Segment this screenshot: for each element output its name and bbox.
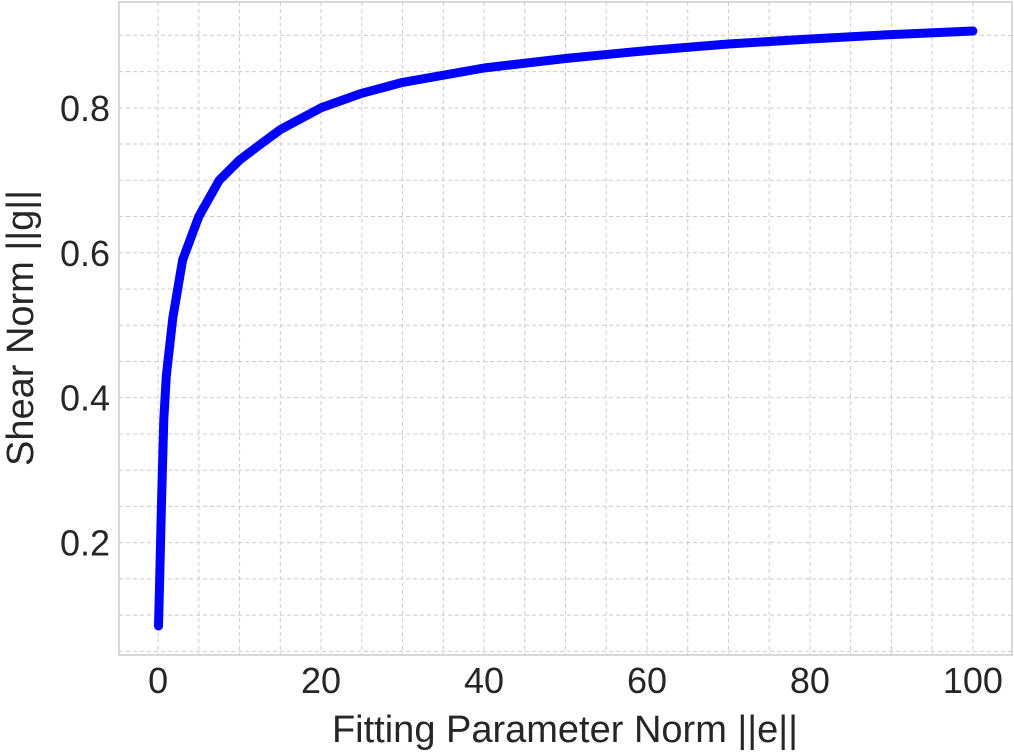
x-tick-label: 100 xyxy=(943,660,1003,701)
x-axis-label: Fitting Parameter Norm ||e|| xyxy=(332,709,798,751)
x-tick-label: 80 xyxy=(790,660,830,701)
y-tick-label: 0.4 xyxy=(60,378,110,419)
y-axis-label: Shear Norm ||g|| xyxy=(0,190,42,466)
series-layer xyxy=(154,26,978,631)
series-line-shear xyxy=(154,26,978,631)
y-tick-label: 0.8 xyxy=(60,88,110,129)
y-tick-label: 0.2 xyxy=(60,523,110,564)
tick-labels: 0 20 40 60 80 100 0.2 0.4 0.6 0.8 xyxy=(60,88,1003,701)
grid xyxy=(119,2,1012,655)
x-tick-label: 60 xyxy=(627,660,667,701)
y-tick-label: 0.6 xyxy=(60,233,110,274)
x-tick-label: 40 xyxy=(464,660,504,701)
x-tick-label: 0 xyxy=(148,660,168,701)
x-tick-label: 20 xyxy=(301,660,341,701)
plot-frame xyxy=(118,1,1013,656)
